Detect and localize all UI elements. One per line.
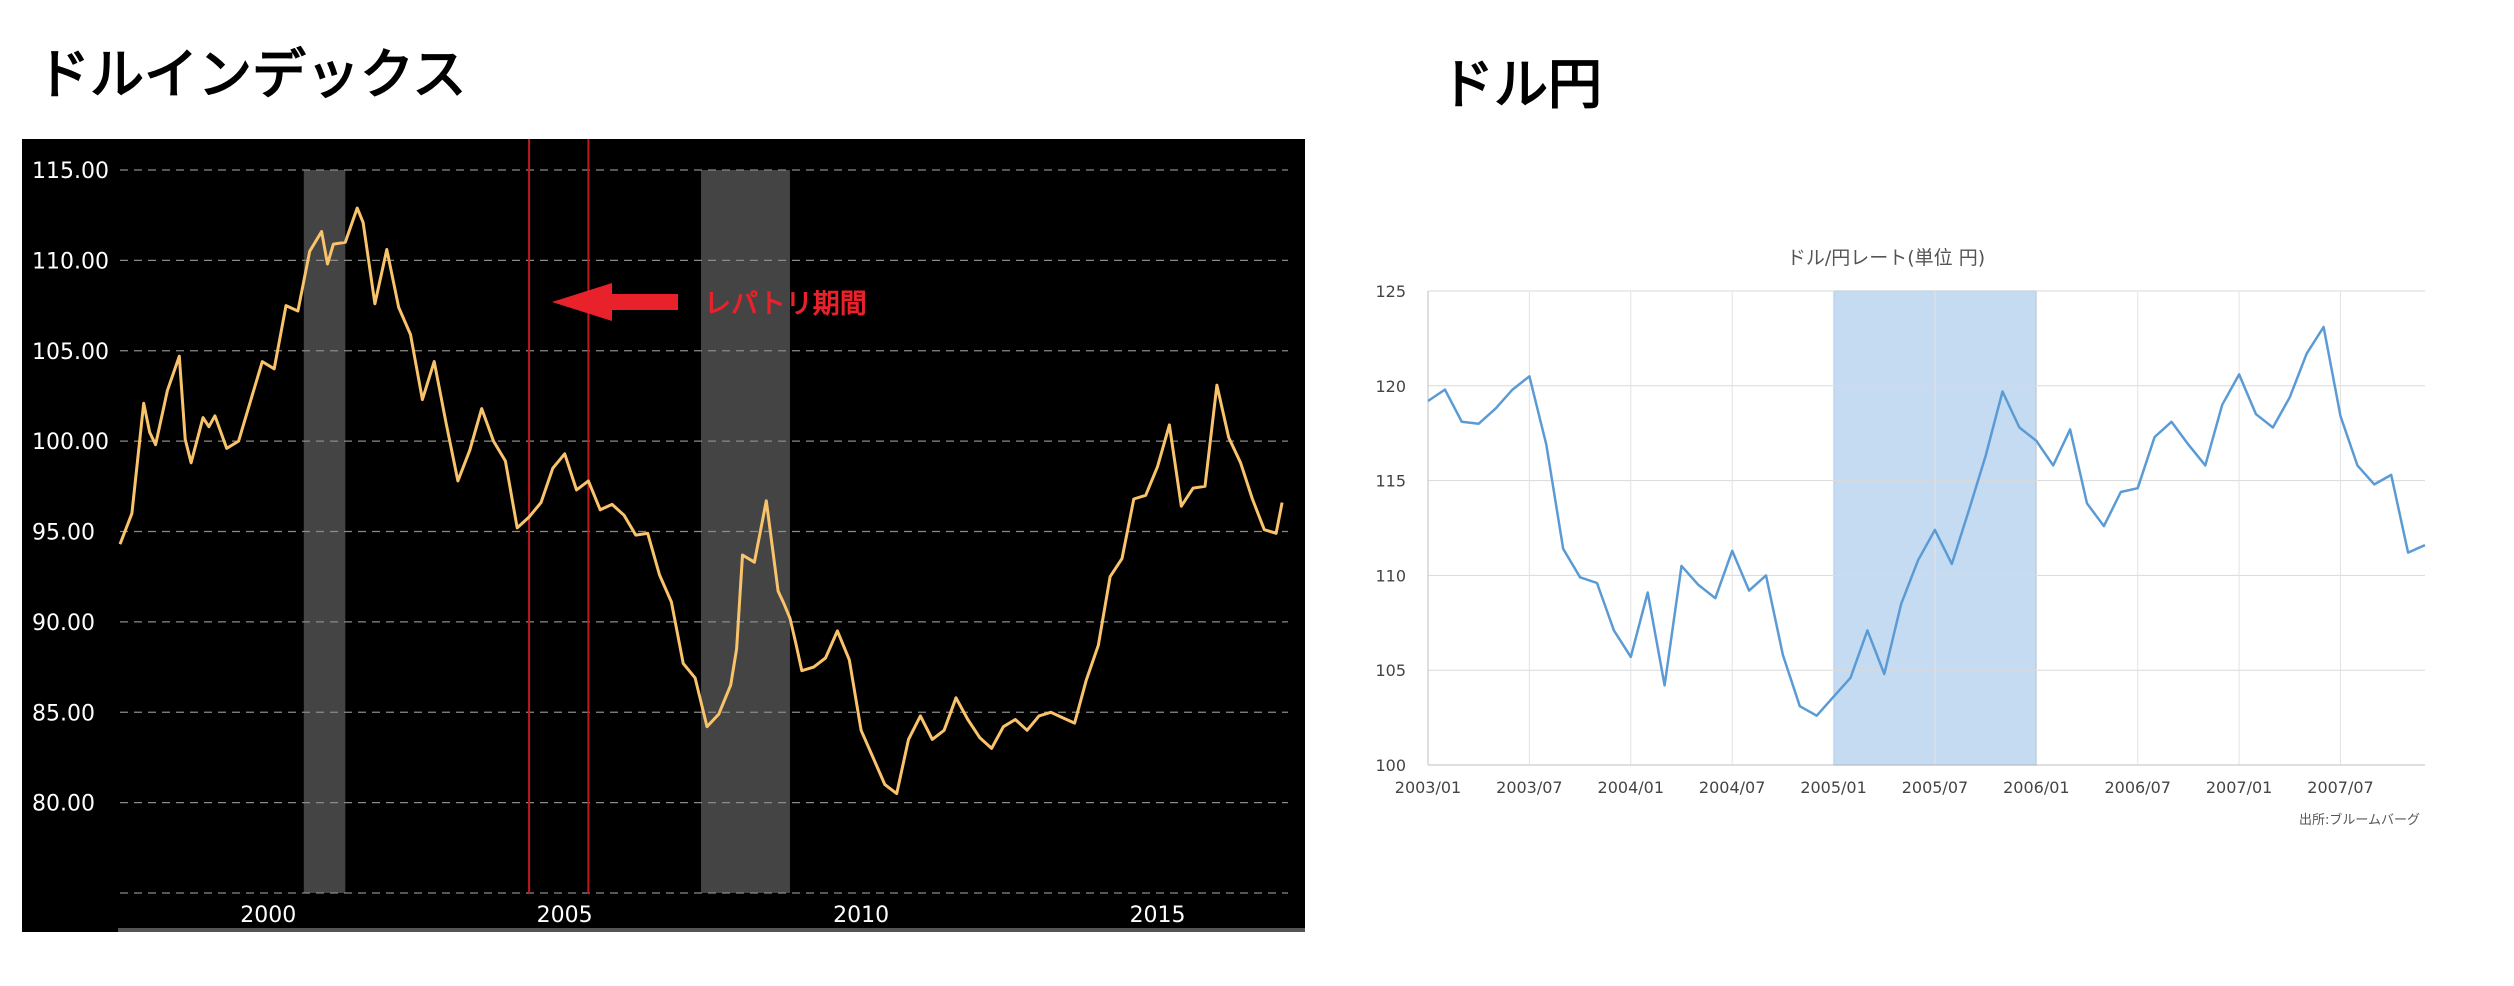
annotation-arrow	[552, 283, 678, 321]
dollar-index-y-tick-0: 115.00	[32, 159, 109, 184]
right-chart-title: ドル円	[1440, 53, 1602, 116]
usd-jpy-gridlines	[1427, 290, 2425, 766]
usd-jpy-x-tick-4: 2005/01	[1800, 778, 1866, 797]
dollar-index-chart: 115.00 110.00 105.00 100.00 95.00 90.00 85.00 8…	[22, 139, 1305, 932]
dollar-index-y-tick-3: 100.00	[32, 430, 109, 455]
dollar-index-x-tick-1: 2005	[537, 903, 593, 928]
usd-jpy-x-tick-labels: 2003/01 2003/07 2004/01 2004/07 2005/01 2005/…	[1395, 778, 2374, 797]
dollar-index-x-tick-3: 2015	[1130, 903, 1186, 928]
usd-jpy-y-tick-1: 120	[1375, 377, 1406, 396]
dollar-index-y-tick-1: 110.00	[32, 249, 109, 274]
dollar-index-y-tick-7: 80.00	[32, 792, 95, 817]
usd-jpy-y-tick-3: 110	[1375, 566, 1406, 585]
left-chart-title: ドルインデックス	[36, 43, 467, 106]
usd-jpy-chart: ドル/円レート(単位 円) 125 120 115 110 105 100 2003/01…	[1375, 247, 2426, 828]
dollar-index-y-tick-labels: 115.00 110.00 105.00 100.00 95.00 90.00 85.00 8…	[32, 159, 109, 817]
usd-jpy-x-tick-8: 2007/01	[2206, 778, 2272, 797]
dollar-index-shaded-periods	[303, 170, 790, 893]
usd-jpy-chart-title: ドル/円レート(単位 円)	[1787, 247, 1985, 269]
usd-jpy-x-tick-3: 2004/07	[1699, 778, 1765, 797]
dollar-index-x-tick-2: 2010	[833, 903, 889, 928]
usd-jpy-y-tick-4: 105	[1375, 661, 1406, 680]
dollar-index-y-tick-2: 105.00	[32, 340, 109, 365]
usd-jpy-x-tick-7: 2006/07	[2104, 778, 2170, 797]
dollar-index-plot-background	[22, 139, 1305, 932]
dollar-index-y-tick-5: 90.00	[32, 611, 95, 636]
dollar-index-scroll-strip	[118, 928, 1305, 932]
dollar-index-series-line	[118, 206, 1284, 796]
dollar-index-y-tick-6: 85.00	[32, 701, 95, 726]
dollar-index-x-tick-0: 2000	[240, 903, 296, 928]
dollar-index-gridlines	[120, 169, 1288, 894]
repatriation-period-label: レパトリ期間	[704, 289, 867, 320]
usd-jpy-y-tick-2: 115	[1375, 472, 1406, 491]
usd-jpy-x-tick-9: 2007/07	[2307, 778, 2373, 797]
source-note: 出所:ブルームバーグ	[2299, 812, 2420, 828]
usd-jpy-y-tick-labels: 125 120 115 110 105 100	[1375, 282, 1406, 775]
usd-jpy-series-line	[1427, 325, 2426, 717]
usd-jpy-x-tick-0: 2003/01	[1395, 778, 1461, 797]
dollar-index-x-tick-labels: 2000 2005 2010 2015	[240, 903, 1185, 928]
usd-jpy-x-tick-5: 2005/07	[1902, 778, 1968, 797]
dollar-index-y-tick-4: 95.00	[32, 521, 95, 546]
usd-jpy-x-tick-1: 2003/07	[1496, 778, 1562, 797]
usd-jpy-x-tick-2: 2004/01	[1598, 778, 1664, 797]
dollar-index-shaded-period-0	[303, 170, 346, 893]
usd-jpy-x-tick-6: 2006/01	[2003, 778, 2069, 797]
usd-jpy-y-tick-5: 100	[1375, 756, 1406, 775]
usd-jpy-y-tick-0: 125	[1375, 282, 1406, 301]
